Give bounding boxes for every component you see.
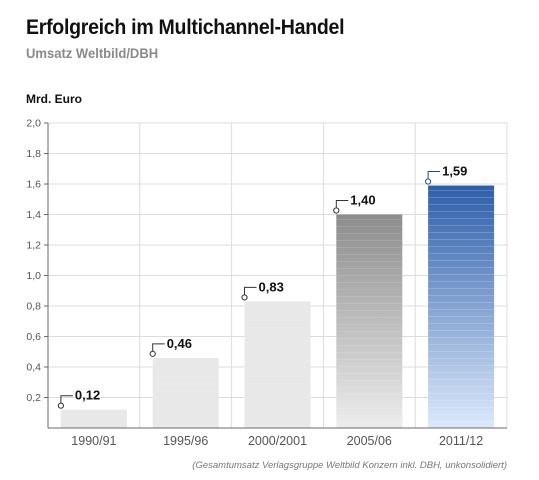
bar: [428, 185, 495, 428]
x-tick-label: 1995/96: [163, 434, 208, 448]
value-callout-marker: [149, 350, 156, 357]
x-tick-label: 2011/12: [439, 434, 483, 448]
x-tick-label: 2000/2001: [248, 434, 307, 448]
value-callout-leader: [152, 343, 165, 354]
x-tick-label: 1990/91: [71, 434, 116, 448]
data-labels: 0,12 1990/91 0,46 1995/96 0,83 2000/2001 1,40 2…: [57, 164, 483, 448]
bar: [336, 214, 403, 428]
axes: 0,2 0,4 0,6 0,8 1,0 1,2 1,4 1,6 1,8 2,0: [26, 118, 507, 429]
y-tick-label: 0,6: [26, 331, 41, 343]
y-tick-label: 1,4: [26, 209, 41, 221]
bar-value-label: 0,46: [167, 336, 192, 351]
y-tick-label: 1,8: [26, 148, 41, 160]
value-callout-leader: [244, 286, 257, 298]
value-callout-marker: [333, 207, 340, 214]
value-callout-leader: [60, 395, 73, 406]
bar-value-label: 1,59: [442, 164, 467, 179]
value-callout-marker: [241, 294, 248, 301]
y-tick-label: 1,6: [26, 179, 41, 191]
bar: [244, 301, 311, 428]
y-tick-label: 0,4: [26, 362, 41, 374]
value-callout-marker: [425, 178, 432, 185]
value-callout-leader: [427, 171, 441, 182]
bar: [152, 357, 219, 428]
bar-value-label: 0,83: [259, 279, 284, 294]
chart-title: Erfolgreich im Multichannel-Handel: [26, 16, 345, 39]
y-tick-label: 1,2: [26, 240, 41, 252]
y-tick-label: 2,0: [26, 118, 41, 130]
source-footnote: (Gesamtumsatz Verlagsgruppe Weltbild Kon…: [192, 460, 507, 471]
value-callout-marker: [57, 402, 65, 409]
y-tick-label: 0,8: [26, 301, 41, 313]
value-callout-leader: [335, 200, 349, 211]
bar-value-label: 0,12: [75, 388, 100, 403]
bar: [60, 409, 127, 428]
bars: [60, 185, 495, 428]
bar-value-label: 1,40: [350, 193, 375, 208]
y-tick-label: 0,2: [26, 392, 41, 404]
y-tick-label: 1,0: [26, 270, 41, 282]
chart-subtitle: Umsatz Weltbild/DBH: [26, 45, 159, 61]
y-axis-unit-label: Mrd. Euro: [26, 92, 82, 106]
x-tick-label: 2005/06: [347, 434, 392, 448]
